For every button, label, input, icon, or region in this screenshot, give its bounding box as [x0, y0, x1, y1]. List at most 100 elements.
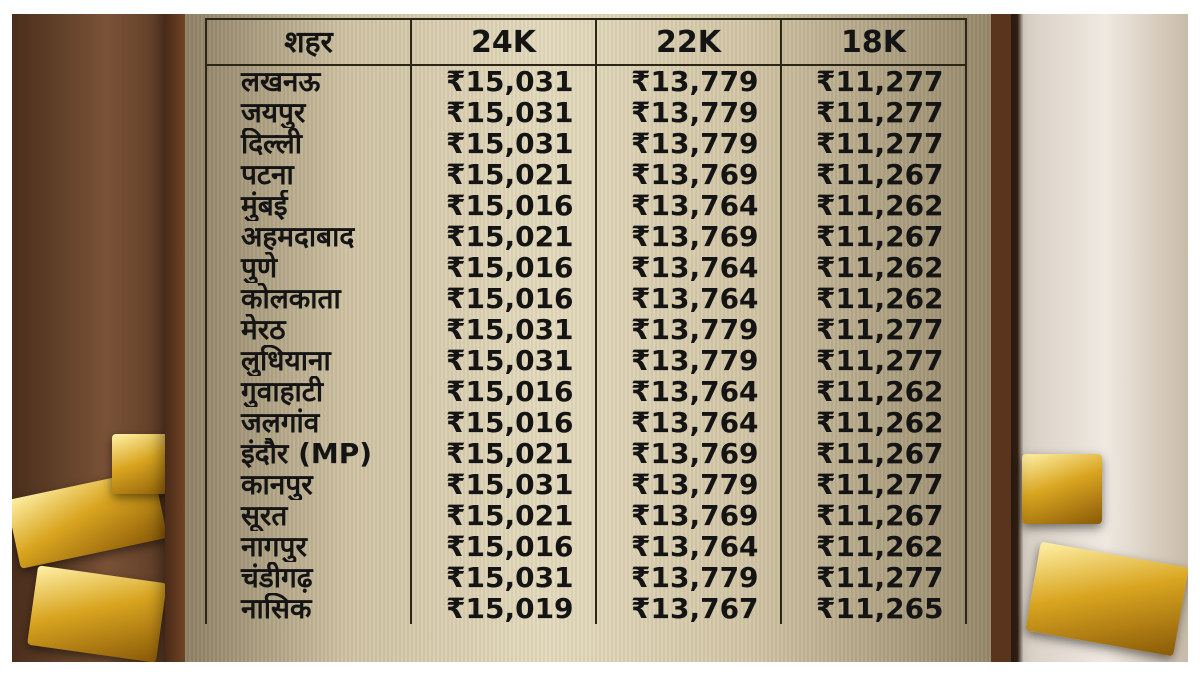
scene: शहर 24K 22K 18K लखनऊ ₹15,031 ₹13,779 ₹11,277 जय…: [12, 14, 1188, 662]
price-cell: ₹13,779: [595, 65, 782, 97]
price-cell: ₹13,767: [595, 593, 782, 624]
price-cell: ₹15,031: [410, 314, 597, 345]
price-cell: ₹13,764: [595, 407, 782, 438]
header-cell: 24K: [410, 18, 597, 66]
price-cell: ₹11,277: [780, 128, 967, 159]
table-row: लखनऊ ₹15,031 ₹13,779 ₹11,277: [205, 65, 967, 97]
table-row: इंदौर (MP) ₹15,021 ₹13,769 ₹11,267: [205, 438, 967, 469]
price-cell: ₹11,277: [780, 469, 967, 500]
table-row: मुंबई ₹15,016 ₹13,764 ₹11,262: [205, 190, 967, 221]
table-row: जलगांव ₹15,016 ₹13,764 ₹11,262: [205, 407, 967, 438]
price-cell: ₹15,016: [410, 252, 597, 283]
header-row: शहर 24K 22K 18K: [205, 18, 967, 66]
price-cell: ₹13,764: [595, 531, 782, 562]
city-cell: कानपुर: [205, 469, 412, 500]
city-cell: पटना: [205, 159, 412, 190]
header-cell: शहर: [205, 18, 412, 66]
price-cell: ₹11,277: [780, 345, 967, 376]
price-cell: ₹15,031: [410, 562, 597, 593]
price-cell: ₹11,267: [780, 159, 967, 190]
price-cell: ₹13,769: [595, 221, 782, 252]
price-cell: ₹13,764: [595, 376, 782, 407]
city-cell: मेरठ: [205, 314, 412, 345]
table-row: पुणे ₹15,016 ₹13,764 ₹11,262: [205, 252, 967, 283]
price-cell: ₹15,016: [410, 190, 597, 221]
price-cell: ₹15,016: [410, 407, 597, 438]
price-cell: ₹11,262: [780, 376, 967, 407]
table-row: मेरठ ₹15,031 ₹13,779 ₹11,277: [205, 314, 967, 345]
price-cell: ₹11,277: [780, 97, 967, 128]
table-row: जयपुर ₹15,031 ₹13,779 ₹11,277: [205, 97, 967, 128]
price-cell: ₹13,764: [595, 252, 782, 283]
city-cell: कोलकाता: [205, 283, 412, 314]
city-cell: जलगांव: [205, 407, 412, 438]
table-row: गुवाहाटी ₹15,016 ₹13,764 ₹11,262: [205, 376, 967, 407]
city-cell: सूरत: [205, 500, 412, 531]
table-row: नासिक ₹15,019 ₹13,767 ₹11,265: [205, 593, 967, 624]
price-cell: ₹15,021: [410, 438, 597, 469]
city-cell: नागपुर: [205, 531, 412, 562]
gold-bar: [1025, 541, 1188, 657]
price-cell: ₹15,031: [410, 97, 597, 128]
price-cell: ₹13,769: [595, 500, 782, 531]
price-cell: ₹11,265: [780, 593, 967, 624]
table-row: लुधियाना ₹15,031 ₹13,779 ₹11,277: [205, 345, 967, 376]
city-cell: दिल्ली: [205, 128, 412, 159]
table-row: सूरत ₹15,021 ₹13,769 ₹11,267: [205, 500, 967, 531]
city-cell: गुवाहाटी: [205, 376, 412, 407]
price-cell: ₹15,031: [410, 345, 597, 376]
price-table: शहर 24K 22K 18K लखनऊ ₹15,031 ₹13,779 ₹11,277 जय…: [205, 18, 967, 624]
price-cell: ₹13,779: [595, 314, 782, 345]
price-cell: ₹11,262: [780, 531, 967, 562]
gold-bar: [27, 565, 167, 662]
city-cell: नासिक: [205, 593, 412, 624]
price-cell: ₹15,031: [410, 65, 597, 97]
city-cell: अहमदाबाद: [205, 221, 412, 252]
price-cell: ₹11,262: [780, 252, 967, 283]
city-cell: लखनऊ: [205, 65, 412, 97]
price-cell: ₹15,016: [410, 531, 597, 562]
price-cell: ₹13,779: [595, 562, 782, 593]
price-cell: ₹13,779: [595, 469, 782, 500]
price-cell: ₹13,769: [595, 159, 782, 190]
price-cell: ₹11,277: [780, 314, 967, 345]
header-cell: 22K: [595, 18, 782, 66]
price-cell: ₹13,769: [595, 438, 782, 469]
gold-bar: [1022, 454, 1102, 524]
price-cell: ₹15,016: [410, 376, 597, 407]
price-cell: ₹15,021: [410, 500, 597, 531]
price-cell: ₹15,031: [410, 128, 597, 159]
price-cell: ₹15,021: [410, 221, 597, 252]
price-cell: ₹11,267: [780, 438, 967, 469]
city-cell: मुंबई: [205, 190, 412, 221]
table-row: दिल्ली ₹15,031 ₹13,779 ₹11,277: [205, 128, 967, 159]
table-row: अहमदाबाद ₹15,021 ₹13,769 ₹11,267: [205, 221, 967, 252]
price-cell: ₹11,262: [780, 190, 967, 221]
price-cell: ₹11,277: [780, 562, 967, 593]
price-cell: ₹13,779: [595, 345, 782, 376]
price-cell: ₹13,779: [595, 97, 782, 128]
price-cell: ₹15,021: [410, 159, 597, 190]
price-cell: ₹11,262: [780, 283, 967, 314]
city-cell: इंदौर (MP): [205, 438, 412, 469]
price-cell: ₹11,267: [780, 500, 967, 531]
table-body: लखनऊ ₹15,031 ₹13,779 ₹11,277 जयपुर ₹15,031 ₹13…: [205, 65, 967, 624]
table-row: कोलकाता ₹15,016 ₹13,764 ₹11,262: [205, 283, 967, 314]
table-row: नागपुर ₹15,016 ₹13,764 ₹11,262: [205, 531, 967, 562]
city-cell: पुणे: [205, 252, 412, 283]
city-cell: लुधियाना: [205, 345, 412, 376]
price-cell: ₹15,016: [410, 283, 597, 314]
price-cell: ₹15,031: [410, 469, 597, 500]
table-row: चंडीगढ़ ₹15,031 ₹13,779 ₹11,277: [205, 562, 967, 593]
price-cell: ₹13,764: [595, 283, 782, 314]
price-cell: ₹13,779: [595, 128, 782, 159]
header-cell: 18K: [780, 18, 967, 66]
price-cell: ₹11,262: [780, 407, 967, 438]
city-cell: जयपुर: [205, 97, 412, 128]
city-cell: चंडीगढ़: [205, 562, 412, 593]
price-cell: ₹11,277: [780, 65, 967, 97]
table-row: पटना ₹15,021 ₹13,769 ₹11,267: [205, 159, 967, 190]
table-row: कानपुर ₹15,031 ₹13,779 ₹11,277: [205, 469, 967, 500]
price-cell: ₹13,764: [595, 190, 782, 221]
